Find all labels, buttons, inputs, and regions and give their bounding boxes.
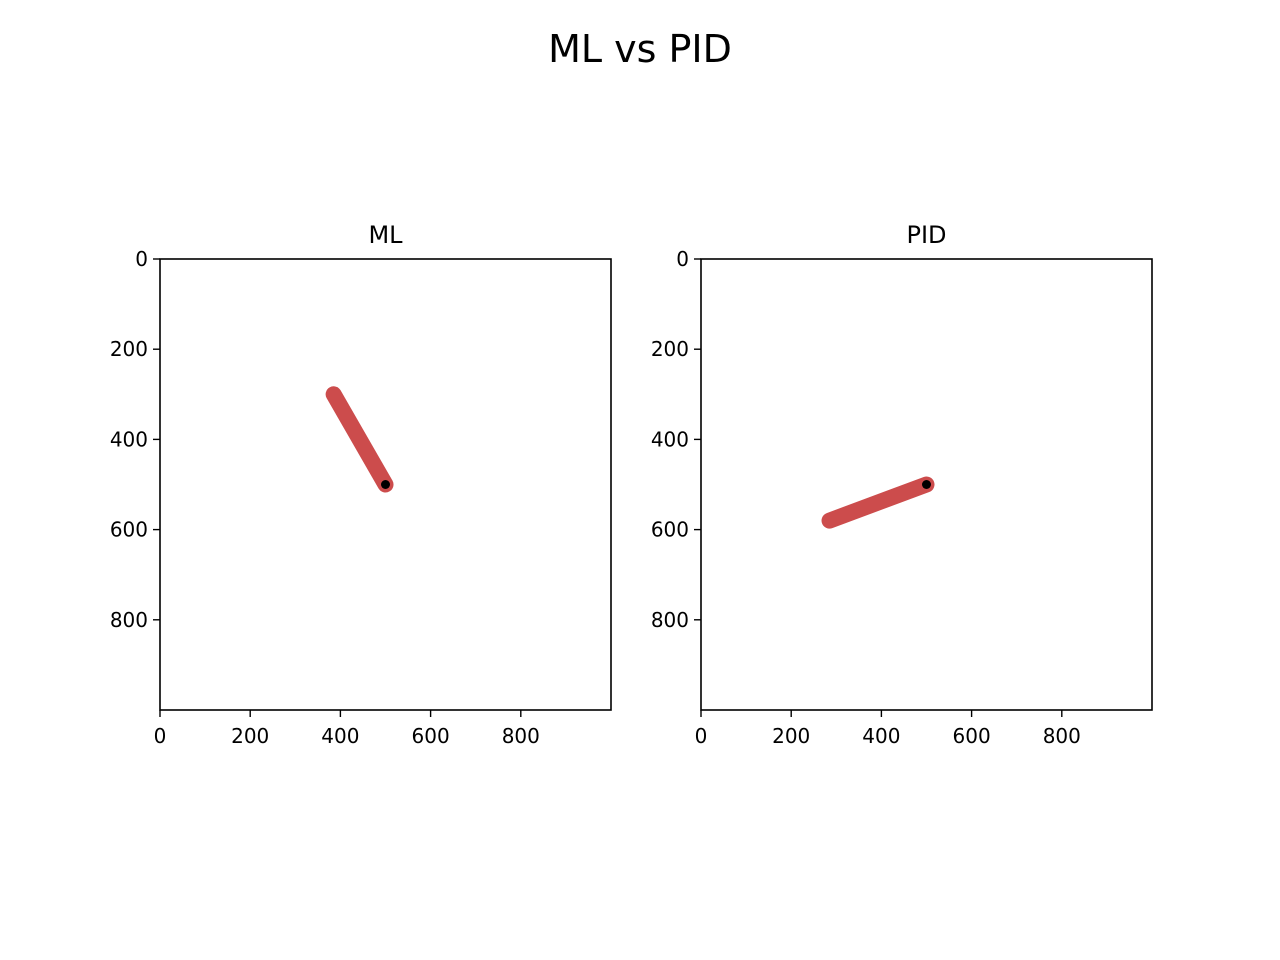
y-tick-label: 0 [676, 247, 689, 271]
y-tick-label: 600 [110, 518, 148, 542]
x-tick-label: 800 [1043, 724, 1081, 748]
y-tick-label: 800 [110, 608, 148, 632]
subplot-title: PID [906, 221, 946, 249]
x-tick-label: 0 [695, 724, 708, 748]
figure-title: ML vs PID [548, 27, 732, 71]
subplot-pid: PID 0 200 400 600 800 0 200 400 600 800 [651, 221, 1153, 748]
subplot-title: ML [368, 221, 403, 249]
y-tick-label: 400 [651, 427, 689, 451]
y-tick-label: 600 [651, 518, 689, 542]
x-tick-label: 200 [231, 724, 269, 748]
x-tick-label: 400 [321, 724, 359, 748]
series-pendulum-rod [821, 476, 935, 529]
y-tick-label: 200 [651, 337, 689, 361]
axes-frame [700, 258, 1153, 711]
axes-frame [159, 258, 612, 711]
x-tick-label: 0 [154, 724, 167, 748]
series-pivot-point [922, 480, 931, 489]
x-tick-label: 600 [412, 724, 450, 748]
y-tick-label: 200 [110, 337, 148, 361]
y-tick-label: 400 [110, 427, 148, 451]
y-tick-label: 0 [135, 247, 148, 271]
subplot-ml: ML 0 200 400 600 800 0 200 400 600 800 [110, 221, 612, 748]
x-tick-label: 400 [862, 724, 900, 748]
x-tick-label: 200 [772, 724, 810, 748]
y-tick-label: 800 [651, 608, 689, 632]
x-tick-label: 800 [502, 724, 540, 748]
x-tick-label: 600 [953, 724, 991, 748]
series-pendulum-rod [325, 386, 394, 493]
series-pivot-point [381, 480, 390, 489]
